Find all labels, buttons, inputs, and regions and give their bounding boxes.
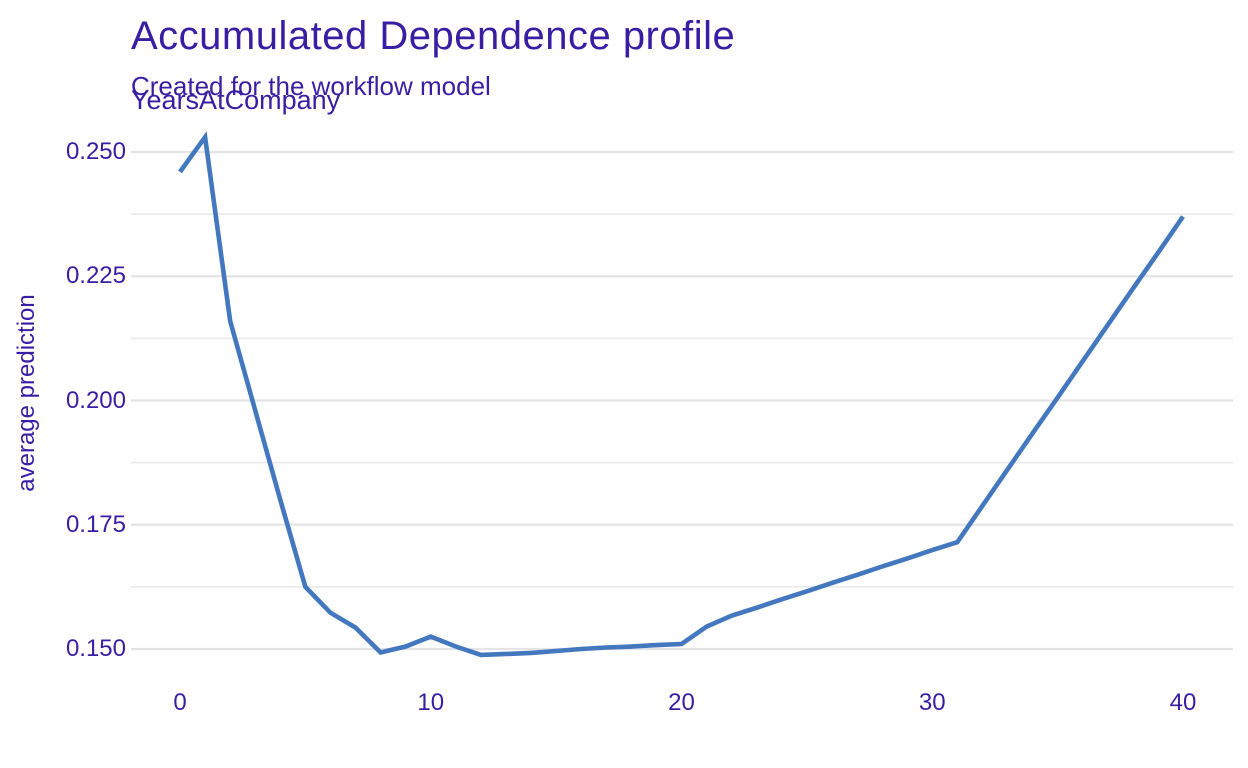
x-tick-label: 40: [1169, 689, 1197, 716]
y-tick-label: 0.225: [65, 262, 126, 290]
x-tick-label: 20: [668, 689, 695, 716]
y-tick-label: 0.150: [65, 635, 126, 662]
x-tick-label: 10: [417, 689, 445, 716]
chart-subtitle: Created for the workflow model: [131, 71, 491, 101]
y-tick-label: 0.250: [65, 138, 126, 165]
y-tick-label: 0.175: [65, 510, 126, 538]
facet-strip-label: YearsAtCompany: [131, 85, 341, 115]
y-tick-label: 0.200: [65, 386, 126, 414]
x-tick-label: 0: [173, 689, 187, 716]
x-tick-label: 30: [918, 689, 946, 716]
ale-profile-line: [178, 131, 1185, 658]
chart-title: Accumulated Dependence profile: [131, 14, 736, 58]
